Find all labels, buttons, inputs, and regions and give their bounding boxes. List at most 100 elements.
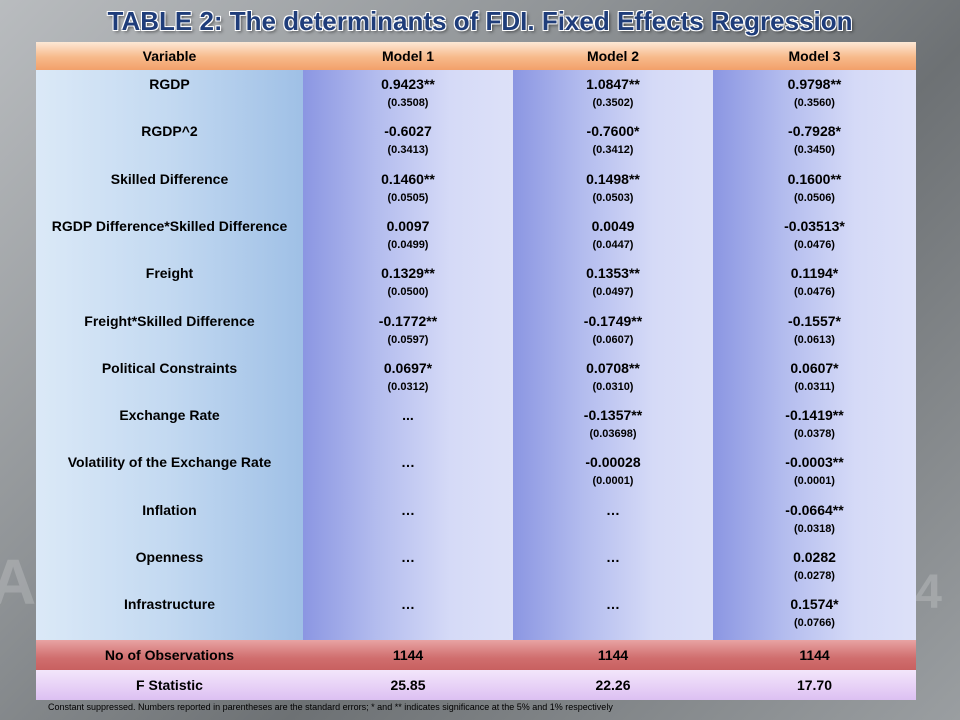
variable-label: RGDP [149,76,190,92]
header-model-3: Model 3 [788,48,841,64]
model-3-coefficient: -0.1557* [788,312,841,329]
model-2-standard-error: (0.0497) [592,286,634,299]
model-3-column-bg [713,70,916,640]
variable-column-bg [36,70,303,640]
model-2-coefficient: 0.1498** [586,170,640,187]
variable-label: RGDP^2 [141,123,198,140]
model-2-coefficient: -0.1749** [583,312,643,329]
model-1-coefficient: 0.0097 [386,217,430,234]
table-row: Volatility of the Exchange Rate … -0.00028… [36,454,916,490]
f-statistic-row: F Statistic 25.85 22.26 17.70 [36,670,916,700]
model-3-standard-error: (0.0001) [794,475,835,488]
model-2-coefficient-cell: -0.00028 (0.0001) [513,454,713,490]
model-3-coefficient: -0.0003** [785,454,844,471]
model-1-standard-error: (0.0597) [387,333,429,346]
model-1-coefficient: 0.1460** [381,170,435,187]
table-row: Openness … … 0.0282 (0.0278) [36,549,916,585]
table-row: Exchange Rate... -0.1357** (0.03698) -0.141… [36,407,916,443]
model-1-coefficient-cell: … [303,502,513,538]
observations-model-2: 1144 [597,647,629,663]
model-2-standard-error: (0.03698) [589,428,637,441]
model-1-coefficient: 0.1329** [381,265,435,282]
model-2-coefficient: … [606,549,620,565]
model-2-coefficient-cell: -0.1357** (0.03698) [513,407,713,443]
model-1-coefficient: … [401,501,415,518]
observations-row: No of Observations 1144 1144 1144 [36,640,916,670]
table-row: RGDP^2 -0.6027 (0.3413) -0.7600* (0.3412) -0.… [36,123,916,159]
model-2-coefficient-cell: 0.0049 (0.0447) [513,218,713,254]
f-statistic-model-2: 22.26 [595,677,631,693]
model-1-coefficient-cell: … [303,549,513,585]
model-3-coefficient-cell: -0.1557* (0.0613) [713,313,916,349]
model-3-coefficient: 0.1194* [790,265,839,282]
model-1-coefficient-cell: 0.0097 (0.0499) [303,218,513,254]
model-2-coefficient-cell: -0.1749** (0.0607) [513,313,713,349]
model-2-coefficient: -0.7600* [586,123,640,140]
model-3-standard-error: (0.0378) [794,428,835,441]
model-2-coefficient: … [606,596,620,613]
model-1-coefficient-cell: 0.1460** (0.0505) [303,171,513,207]
model-2-coefficient: 0.0708** [586,359,640,376]
model-1-standard-error: (0.0499) [387,238,429,251]
table-row: RGDP 0.9423** (0.3508) 1.0847** (0.3502) 0.97… [36,76,916,112]
variable-label: Freight [145,265,194,282]
table-header-row: Variable Model 1 Model 2 Model 3 [36,42,916,70]
model-2-coefficient-cell: -0.7600* (0.3412) [513,123,713,159]
observations-model-3: 1144 [799,647,830,663]
variable-label-cell: RGDP Difference*Skilled Difference [36,218,303,254]
model-1-standard-error: (0.3508) [387,97,429,109]
variable-label-cell: Openness [36,549,303,585]
variable-label: Political Constraints [101,359,238,376]
observations-model-1: 1144 [392,647,424,663]
model-2-coefficient-cell: … [513,502,713,538]
table-row: Freight*Skilled Difference -0.1772** (0.05… [36,313,916,349]
model-3-standard-error: (0.0318) [794,522,835,535]
model-1-standard-error: (0.0505) [387,191,429,204]
regression-table: Variable Model 1 Model 2 Model 3 RGDP 0.9… [36,42,916,700]
model-2-coefficient-cell: 1.0847** (0.3502) [513,76,713,112]
variable-label: RGDP Difference*Skilled Difference [51,217,288,234]
model-2-standard-error: (0.0607) [592,333,634,346]
model-3-coefficient: -0.7928* [788,123,841,140]
variable-label-cell: Infrastructure [36,596,303,632]
variable-label-cell: Inflation [36,502,303,538]
model-2-standard-error: (0.3412) [592,144,634,157]
model-3-coefficient-cell: -0.0664** (0.0318) [713,502,916,538]
model-2-coefficient-cell: … [513,596,713,632]
model-3-standard-error: (0.0613) [794,333,835,346]
variable-label-cell: Freight*Skilled Difference [36,313,303,349]
variable-label: Openness [135,549,204,565]
variable-label-cell: RGDP^2 [36,123,303,159]
model-3-coefficient: 0.1600** [787,170,842,187]
model-3-standard-error: (0.0506) [794,191,835,204]
model-3-coefficient: -0.0664** [785,501,844,518]
model-3-coefficient: -0.03513* [784,217,845,234]
model-3-coefficient: 0.9798** [787,76,842,92]
variable-label-cell: RGDP [36,76,303,112]
table-row: RGDP Difference*Skilled Difference 0.0097… [36,218,916,254]
observations-label: No of Observations [104,647,235,663]
model-3-coefficient-cell: 0.1574* (0.0766) [713,596,916,632]
model-1-coefficient-cell: -0.1772** (0.0597) [303,313,513,349]
model-1-standard-error: (0.3413) [387,144,429,157]
model-3-standard-error: (0.0766) [794,617,835,630]
variable-label-cell: Exchange Rate [36,407,303,443]
slide-title: TABLE 2: The determinants of FDI. Fixed … [107,6,853,36]
model-1-coefficient: 0.9423** [381,76,435,92]
model-1-column-bg [303,70,513,640]
model-1-coefficient: … [401,549,415,565]
f-statistic-model-1: 25.85 [390,677,426,693]
model-2-coefficient: 0.1353** [586,265,640,282]
model-2-coefficient: -0.1357** [583,407,643,424]
model-3-coefficient-cell: 0.0607* (0.0311) [713,360,916,396]
table-row: Skilled Difference 0.1460** (0.0505) 0.1498… [36,171,916,207]
model-3-standard-error: (0.0278) [794,570,835,582]
variable-label-cell: Political Constraints [36,360,303,396]
model-3-coefficient: -0.1419** [785,407,844,424]
model-2-coefficient: … [606,501,620,518]
model-3-coefficient-cell: 0.0282 (0.0278) [713,549,916,585]
variable-label: Skilled Difference [110,170,229,187]
model-2-standard-error: (0.0310) [592,380,634,393]
table-body: RGDP 0.9423** (0.3508) 1.0847** (0.3502) 0.97… [36,70,916,640]
model-2-coefficient-cell: 0.0708** (0.0310) [513,360,713,396]
